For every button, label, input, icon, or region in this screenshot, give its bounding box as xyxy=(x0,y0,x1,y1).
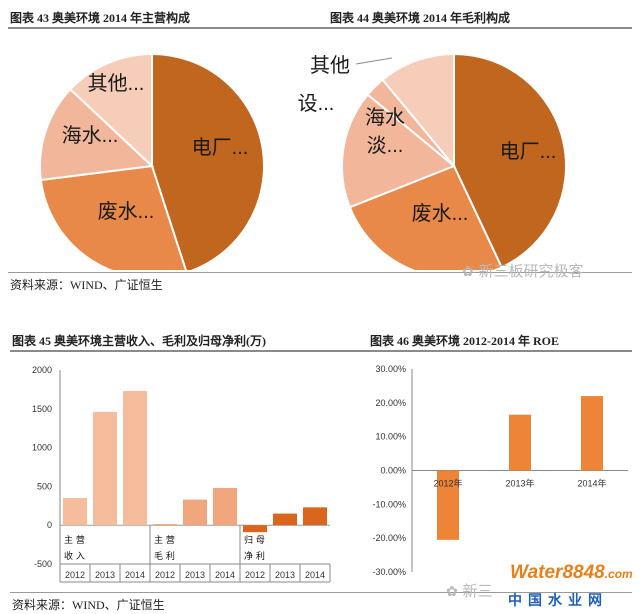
bar-chart-46: 30.00% 20.00% 10.00% 0.00% -10.00% -20.00% -30… xyxy=(372,364,628,577)
pie43-slice-0 xyxy=(151,52,265,270)
bottom-source-rule xyxy=(10,592,632,593)
fig45-ytick-0: 2000 xyxy=(32,365,52,375)
pie44-leader-line xyxy=(355,57,393,65)
fig45-group-label-2-a: 归 母 xyxy=(244,534,265,546)
top-source-rule xyxy=(8,272,632,273)
pie43-label-3: 其他... xyxy=(88,72,145,95)
wechat-icon: ✿ xyxy=(462,264,474,280)
fig45-ytick-2: 1000 xyxy=(32,443,52,453)
fig45-bar-2-0 xyxy=(243,525,267,533)
fig45-xtick-2-0: 2012 xyxy=(245,570,265,580)
fig45-ytick-1: 1500 xyxy=(32,404,52,414)
fig46-xtick-1: 2013年 xyxy=(505,478,534,489)
pie44-label-2-0: 海水 xyxy=(365,106,405,129)
pie-chart-43: 电厂... 废水... 海水... 其他... xyxy=(39,52,265,270)
fig46-ytick-0: 30.00% xyxy=(375,364,406,374)
fig45-xtick-0-2: 2014 xyxy=(125,570,145,580)
fig45-xtick-2-2: 2014 xyxy=(305,570,325,580)
fig45-ytick-4: 0 xyxy=(47,520,52,530)
pie44-label-0: 电厂... xyxy=(500,140,557,163)
fig46-bar-1 xyxy=(509,414,531,471)
water8848-logo-sub: 中国水业网 xyxy=(508,593,608,609)
fig45-xtick-1-2: 2014 xyxy=(215,570,235,580)
fig45-xtick-2-1: 2013 xyxy=(275,570,295,580)
watermark-bottom: ✿ 新三 xyxy=(446,582,493,600)
pie44-label-1: 废水... xyxy=(412,202,469,225)
pie44-slice-4 xyxy=(381,52,455,169)
fig46-ytick-6: -30.00% xyxy=(372,567,406,577)
fig46-ytick-3: 0.00% xyxy=(380,466,406,476)
pie44-label-3: 其他 xyxy=(310,54,350,77)
bottom-source: 资料来源：WIND、广证恒生 xyxy=(12,598,165,612)
fig45-bar-2-2 xyxy=(303,507,327,526)
fig45-xtick-0-1: 2013 xyxy=(95,570,115,580)
pie-chart-44: 电厂... 废水... 海水淡... 其他设... xyxy=(298,52,567,270)
fig45-group-label-0-b: 收 入 xyxy=(64,550,85,562)
fig45-bar-0-1 xyxy=(93,411,117,526)
fig46-ytick-2: 10.00% xyxy=(375,432,406,442)
fig45-bar-1-1 xyxy=(183,499,207,526)
bottom-title-rule xyxy=(10,350,632,352)
top-source: 资料来源：WIND、广证恒生 xyxy=(10,278,163,292)
fig45-group-label-0-a: 主 营 xyxy=(64,534,85,546)
fig44-title: 图表 44 奥美环境 2014 年毛利构成 xyxy=(330,11,511,25)
fig46-title: 图表 46 奥美环境 2012-2014 年 ROE xyxy=(370,334,560,348)
bar-chart-45: 2000 1500 1000 500 0 -500 2012 2013 2014 主 营收 入 20… xyxy=(32,365,331,583)
fig46-ytick-4: -10.00% xyxy=(372,499,406,509)
fig45-xtick-1-1: 2013 xyxy=(185,570,205,580)
pie44-slice-1 xyxy=(348,164,504,270)
pie43-label-1: 废水... xyxy=(98,200,155,223)
fig46-bar-0 xyxy=(437,470,459,540)
fig45-bar-2-1 xyxy=(273,513,297,526)
fig45-xtick-0-0: 2012 xyxy=(65,570,85,580)
wechat-icon: ✿ xyxy=(446,584,458,600)
fig45-title: 图表 45 奥美环境主营收入、毛利及归母净利(万) xyxy=(12,334,266,348)
water8848-logo: Water8848.com xyxy=(510,562,633,583)
fig45-group-label-1-b: 毛 利 xyxy=(154,550,175,562)
pie43-label-0: 电厂... xyxy=(192,136,249,159)
fig43-title: 图表 43 奥美环境 2014 年主营构成 xyxy=(10,11,191,25)
pie43-label-2: 海水... xyxy=(62,124,119,147)
fig45-group-label-2-b: 净 利 xyxy=(244,550,265,562)
pie43-slice-1 xyxy=(39,164,187,270)
fig46-ytick-5: -20.00% xyxy=(372,533,406,543)
fig45-xtick-1-0: 2012 xyxy=(155,570,175,580)
pie-charts: 电厂... 废水... 海水... 其他... 电厂... 废水... 海水淡... 其他设… xyxy=(39,52,567,270)
fig45-bar-0-2 xyxy=(123,390,147,526)
fig46-bar-2 xyxy=(581,396,603,471)
fig46-xtick-0: 2012年 xyxy=(433,478,462,489)
pie44-label-2-1: 淡... xyxy=(367,135,404,157)
bar-charts: 2000 1500 1000 500 0 -500 2012 2013 2014 主 营收 入 20… xyxy=(32,364,628,583)
fig45-bar-0-0 xyxy=(63,498,87,526)
fig46-xtick-2: 2014年 xyxy=(577,478,606,489)
top-title-rule xyxy=(8,27,632,29)
fig46-ytick-1: 20.00% xyxy=(375,398,406,408)
fig45-ytick-3: 500 xyxy=(37,481,52,491)
pie44-slice-2 xyxy=(341,93,456,209)
fig45-bar-1-2 xyxy=(213,487,237,526)
fig45-group-label-1-a: 主 营 xyxy=(154,534,175,546)
pie43-slice-2 xyxy=(39,87,155,182)
watermark-top: ✿ 新三板研究极客 xyxy=(462,262,584,280)
pie44-label-4: 设... xyxy=(298,92,335,115)
fig45-ytick-5: -500 xyxy=(34,559,52,569)
fig45-bar-1-0 xyxy=(153,524,177,526)
pie43-slice-3 xyxy=(68,52,153,169)
pie44-slice-0 xyxy=(453,52,567,269)
